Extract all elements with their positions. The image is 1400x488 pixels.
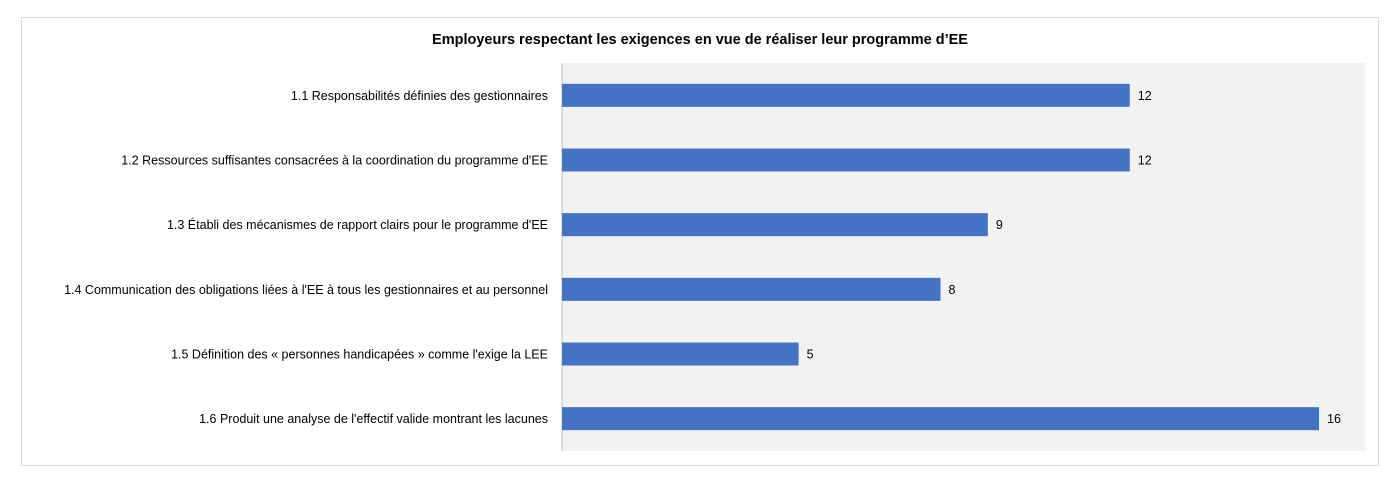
chart-title: Employeurs respectant les exigences en v… — [432, 32, 968, 48]
bar — [562, 148, 1130, 172]
category-label: 1.5 Définition des « personnes handicapé… — [171, 348, 548, 362]
category-label: 1.1 Responsabilités définies des gestion… — [291, 89, 548, 103]
bar — [562, 213, 988, 237]
bar — [562, 277, 941, 301]
bar — [562, 407, 1319, 431]
category-label: 1.4 Communication des obligations liées … — [64, 283, 548, 297]
plot-area — [562, 63, 1365, 451]
data-label: 12 — [1138, 154, 1152, 168]
category-label: 1.6 Produit une analyse de l'effectif va… — [199, 412, 548, 426]
data-label: 5 — [807, 348, 814, 362]
bar — [562, 83, 1130, 107]
data-label: 9 — [996, 218, 1003, 232]
bars-group: 1.1 Responsabilités définies des gestion… — [64, 83, 1341, 431]
bar — [562, 342, 799, 366]
data-label: 12 — [1138, 89, 1152, 103]
data-label: 8 — [949, 283, 956, 297]
category-label: 1.3 Établi des mécanismes de rapport cla… — [167, 217, 548, 232]
data-label: 16 — [1327, 412, 1341, 426]
category-label: 1.2 Ressources suffisantes consacrées à … — [121, 154, 548, 168]
